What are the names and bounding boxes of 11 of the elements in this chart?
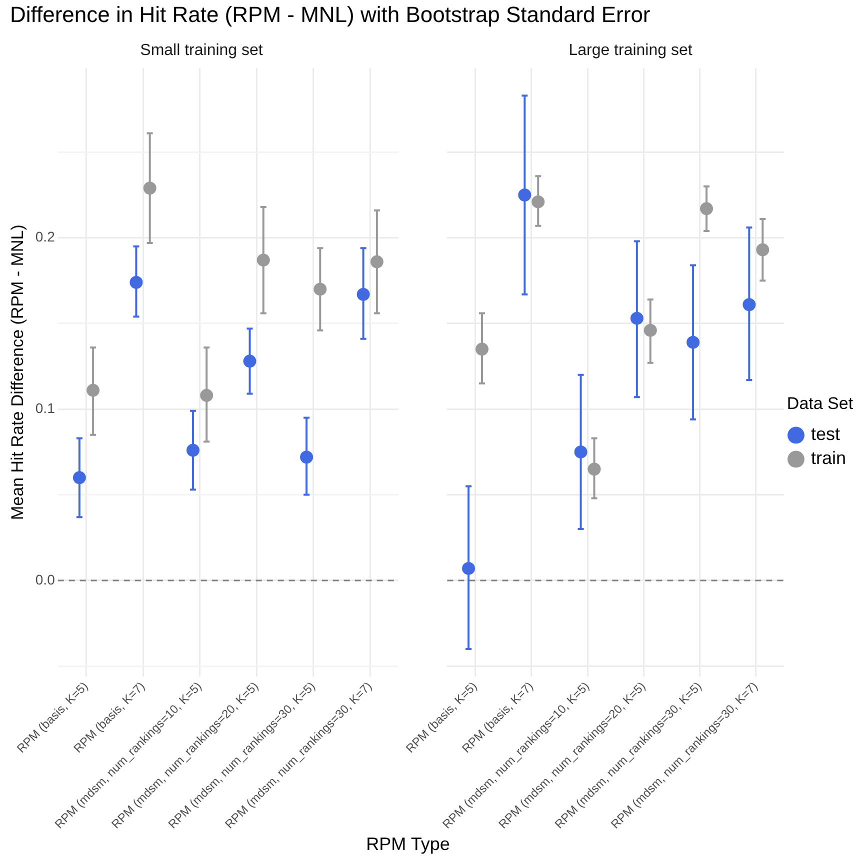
y-tick-label: 0.1	[35, 400, 56, 416]
legend-label: test	[810, 424, 840, 444]
x-axis-title: RPM Type	[365, 834, 451, 855]
y-axis-title: Mean Hit Rate Difference (RPM - MNL)	[8, 224, 27, 520]
legend-label: train	[810, 448, 846, 468]
chart-subtitle: Large training set	[568, 42, 693, 60]
legend-title: Data Set	[786, 394, 854, 413]
chart-title: Difference in Hit Rate (RPM - MNL) with Bootstrap Standard Error	[10, 2, 652, 28]
y-tick-label: 0.0	[35, 571, 56, 588]
y-tick-label: 0.2	[35, 228, 56, 245]
chart-subtitle: Small training set	[140, 42, 264, 60]
